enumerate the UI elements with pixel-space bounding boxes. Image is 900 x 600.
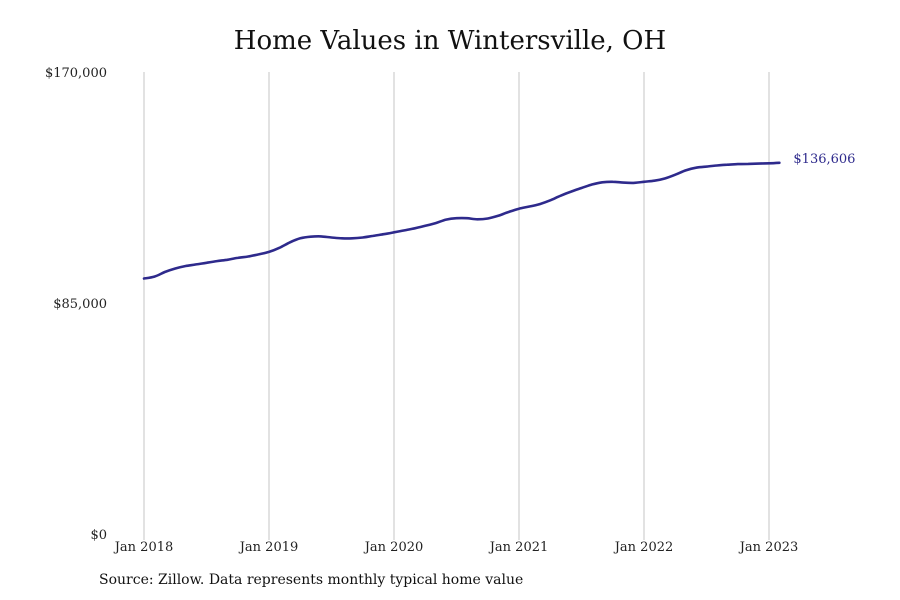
x-tick-label: Jan 2022 [613,540,674,555]
x-tick-label: Jan 2019 [238,540,299,555]
chart-title: Home Values in Wintersville, OH [233,26,667,56]
series-layer: $136,606 [142,152,855,280]
y-tick-label: $170,000 [45,66,107,81]
y-axis-ticks: $0 $85,000 $170,000 [45,66,107,543]
x-axis-ticks: Jan 2018 Jan 2019 Jan 2020 Jan 2021 Jan 2022… [113,540,799,555]
end-value-label: $136,606 [793,152,855,167]
y-tick-label: $0 [90,528,107,543]
x-tick-label: Jan 2021 [488,540,549,555]
gridlines [143,72,770,540]
x-tick-label: Jan 2018 [113,540,174,555]
x-tick-label: Jan 2020 [363,540,424,555]
x-tick-label: Jan 2023 [738,540,799,555]
series-line [142,161,781,280]
y-tick-label: $85,000 [53,297,107,312]
source-note: Source: Zillow. Data represents monthly … [99,572,524,588]
